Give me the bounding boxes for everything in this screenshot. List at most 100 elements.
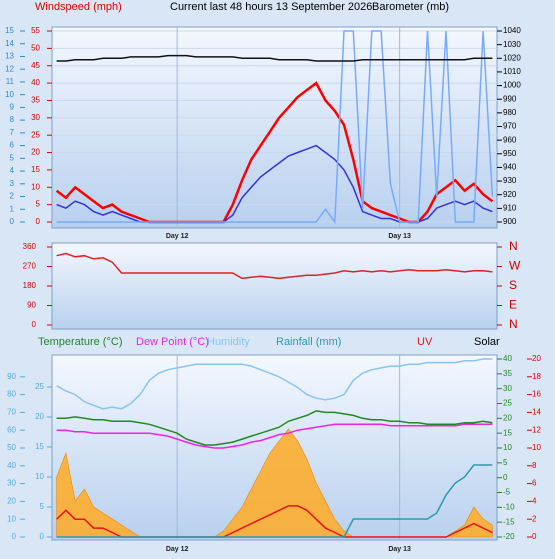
y-tick-label: 0 [12,532,17,541]
y-tick-label: 40 [7,461,16,470]
y2-tick-label: -15 [503,517,515,526]
y2-tick-label: 930 [503,176,517,185]
y-tick-label: 360 [23,242,37,251]
x-tick-label: Day 12 [166,546,189,553]
y-tick-label: 60 [7,425,16,434]
y2-tick-label: E [509,298,517,312]
y-tick-label: 180 [23,281,37,290]
y2-tick-label: 980 [503,108,517,117]
y2-tick-label: -20 [503,532,515,541]
y3-tick-label: 2 [10,192,15,201]
y4-tick-label: 0 [532,532,537,541]
series-line [56,410,493,446]
legend-entry: Temperature (°C) [38,336,122,348]
y4-tick-label: 20 [532,354,541,363]
series-line [55,81,494,224]
y2-tick-label: N [509,239,518,253]
y-tick-label: 50 [31,43,40,52]
series-line [56,464,493,538]
y-tick-label: 5 [36,200,41,209]
y2-tick-label: 15 [503,428,512,437]
y3-tick-label: 25 [35,382,44,391]
y4-tick-label: 4 [532,497,537,506]
y3-tick-label: 0 [10,217,15,226]
x-tick-label: Day 12 [166,233,189,240]
series-line [56,252,493,280]
y-tick-label: 80 [7,390,16,399]
y4-tick-label: 10 [532,443,541,452]
y2-tick-label: 20 [503,413,512,422]
y-tick-label: 20 [7,497,16,506]
y4-tick-label: 16 [532,390,541,399]
y3-tick-label: 10 [5,90,14,99]
y2-tick-label: 40 [503,354,512,363]
y-tick-label: 10 [31,182,40,191]
y-tick-label: 15 [31,165,40,174]
y2-tick-label: 5 [503,458,508,467]
y-tick-label: 10 [7,514,16,523]
y3-tick-label: 5 [40,502,45,511]
legend-entry: Rainfall (mm) [276,336,341,348]
y-tick-label: 50 [7,443,16,452]
y4-tick-label: 2 [532,514,537,523]
chart-title: Current last 48 hours 13 September 2026 [170,1,372,13]
y3-tick-label: 11 [6,77,15,86]
y4-tick-label: 14 [532,408,541,417]
y3-tick-label: 6 [10,141,15,150]
y2-tick-label: 990 [503,94,517,103]
y3-tick-label: 9 [10,103,15,112]
y2-tick-label: 35 [503,369,512,378]
y3-tick-label: 0 [40,532,45,541]
y2-tick-label: 10 [503,443,512,452]
y-tick-label: 0 [36,217,41,226]
y3-tick-label: 7 [10,128,15,137]
series-line [56,423,493,449]
y2-tick-label: 970 [503,122,517,131]
y2-tick-label: 0 [503,473,508,482]
y3-tick-label: 13 [5,52,14,61]
y2-tick-label: 30 [503,384,512,393]
y2-tick-label: 25 [503,399,512,408]
y2-tick-label: -10 [503,502,515,511]
y-tick-label: 30 [31,113,40,122]
y4-tick-label: 6 [532,479,537,488]
y4-tick-label: 8 [532,461,537,470]
series-line [56,144,493,223]
y-tick-label: 35 [31,96,40,105]
y3-tick-label: 10 [35,472,44,481]
legend-entry: Solar [474,336,500,348]
y2-tick-label: 1020 [503,53,521,62]
y2-tick-label: 1040 [503,26,521,35]
y-tick-label: 270 [23,262,37,271]
legend-entry: UV [417,336,433,348]
y4-tick-label: 12 [532,425,541,434]
y2-tick-label: W [509,259,521,273]
series-line [56,358,493,410]
y2-tick-label: 910 [503,203,517,212]
y-tick-label: 20 [31,148,40,157]
legend-entry: Dew Point (°C) [136,336,209,348]
plot-area [51,242,498,330]
x-tick-label: Day 13 [388,546,411,553]
y3-tick-label: 8 [10,115,15,124]
y3-tick-label: 14 [5,39,14,48]
y2-tick-label: 1010 [503,67,521,76]
y2-tick-label: N [509,317,518,331]
series-line [56,54,493,62]
y-tick-label: 30 [7,479,16,488]
y2-tick-label: 940 [503,163,517,172]
plot-area [51,26,498,229]
y3-tick-label: 12 [5,64,14,73]
y-tick-label: 90 [27,301,36,310]
y3-tick-label: 15 [35,442,44,451]
y3-tick-label: 3 [10,179,15,188]
y-tick-label: 55 [31,26,40,35]
y2-tick-label: -5 [503,488,511,497]
y2-tick-label: 920 [503,190,517,199]
y-tick-label: 0 [32,320,37,329]
y3-tick-label: 4 [10,166,15,175]
y2-tick-label: 900 [503,217,517,226]
y-tick-label: 40 [31,78,40,87]
y-tick-label: 70 [7,408,16,417]
